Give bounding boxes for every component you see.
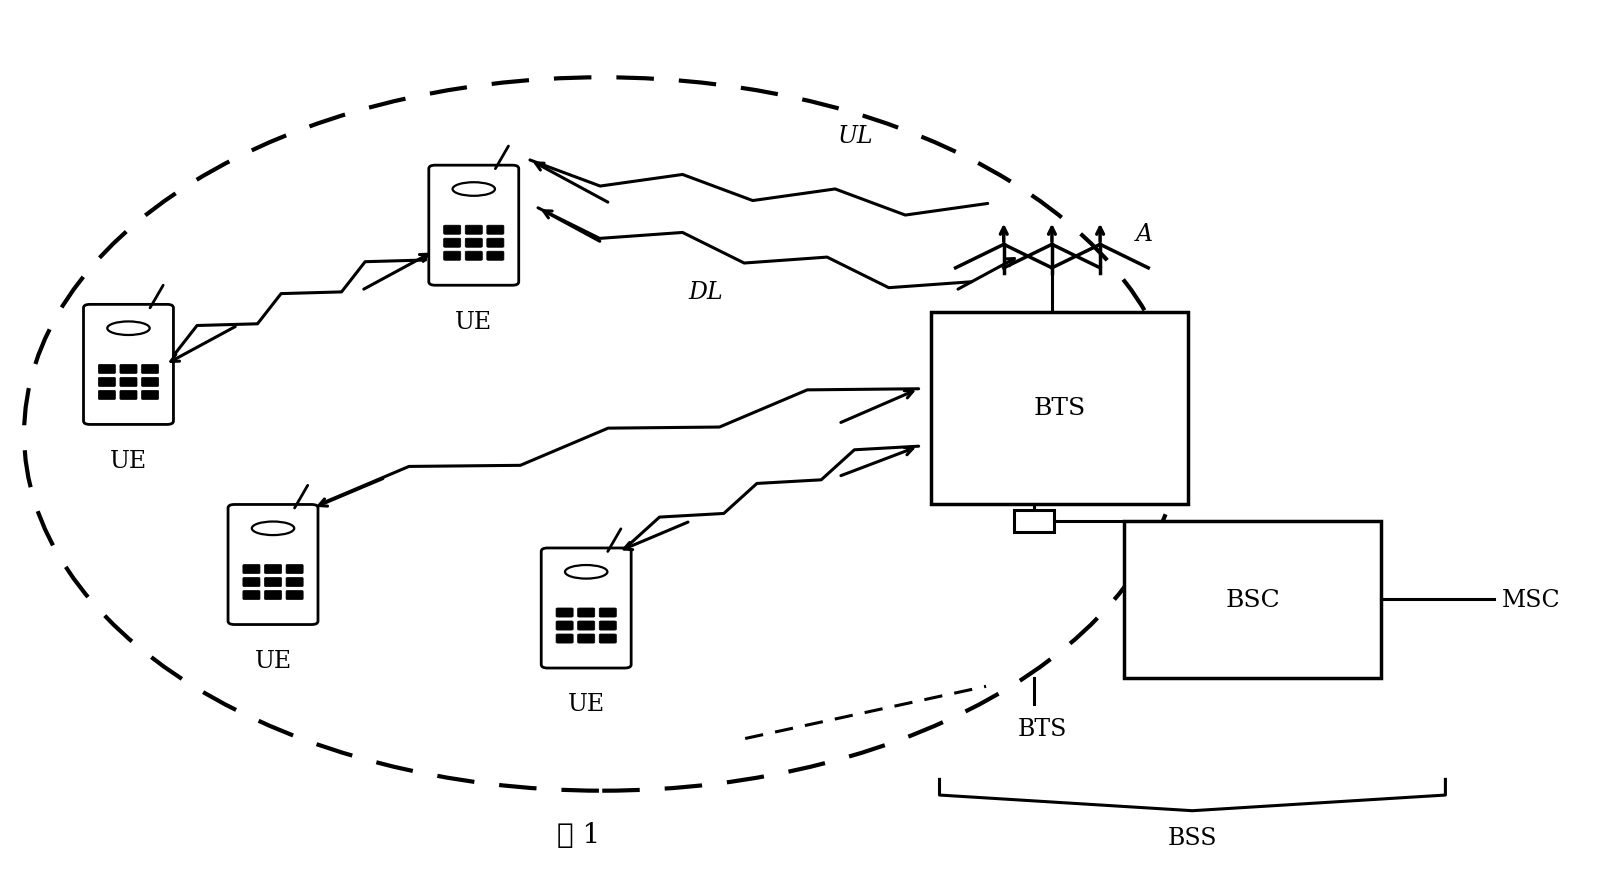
Text: UE: UE xyxy=(454,310,493,333)
Bar xyxy=(1124,521,1380,678)
Text: DL: DL xyxy=(687,280,722,303)
FancyBboxPatch shape xyxy=(599,621,616,630)
FancyBboxPatch shape xyxy=(465,252,482,261)
FancyBboxPatch shape xyxy=(265,591,281,600)
Text: BTS: BTS xyxy=(1018,717,1066,740)
FancyBboxPatch shape xyxy=(242,591,260,600)
FancyBboxPatch shape xyxy=(120,378,136,387)
FancyBboxPatch shape xyxy=(265,578,281,587)
FancyBboxPatch shape xyxy=(599,608,616,617)
FancyBboxPatch shape xyxy=(555,621,573,630)
Text: UE: UE xyxy=(254,649,292,672)
FancyBboxPatch shape xyxy=(286,578,303,587)
FancyBboxPatch shape xyxy=(555,634,573,643)
FancyBboxPatch shape xyxy=(486,226,504,235)
FancyBboxPatch shape xyxy=(578,621,594,630)
Bar xyxy=(931,313,1188,504)
FancyBboxPatch shape xyxy=(486,252,504,261)
Bar xyxy=(1014,510,1053,532)
FancyBboxPatch shape xyxy=(286,591,303,600)
FancyBboxPatch shape xyxy=(555,608,573,617)
FancyBboxPatch shape xyxy=(120,365,136,374)
FancyBboxPatch shape xyxy=(141,365,159,374)
FancyBboxPatch shape xyxy=(120,391,136,400)
FancyBboxPatch shape xyxy=(141,378,159,387)
FancyBboxPatch shape xyxy=(286,565,303,574)
Ellipse shape xyxy=(453,183,494,196)
FancyBboxPatch shape xyxy=(98,391,116,400)
FancyBboxPatch shape xyxy=(98,378,116,387)
Text: BSC: BSC xyxy=(1225,588,1279,611)
FancyBboxPatch shape xyxy=(443,252,461,261)
Text: BTS: BTS xyxy=(1034,397,1085,420)
FancyBboxPatch shape xyxy=(486,239,504,248)
FancyBboxPatch shape xyxy=(141,391,159,400)
Text: BSS: BSS xyxy=(1167,826,1217,849)
FancyBboxPatch shape xyxy=(541,548,631,668)
Text: 图 1: 图 1 xyxy=(557,820,599,848)
Text: UL: UL xyxy=(836,125,873,148)
Ellipse shape xyxy=(108,322,149,335)
FancyBboxPatch shape xyxy=(599,634,616,643)
Text: UE: UE xyxy=(567,693,605,715)
FancyBboxPatch shape xyxy=(98,365,116,374)
FancyBboxPatch shape xyxy=(265,565,281,574)
FancyBboxPatch shape xyxy=(242,578,260,587)
FancyBboxPatch shape xyxy=(465,239,482,248)
Text: UE: UE xyxy=(109,449,148,472)
Ellipse shape xyxy=(252,522,294,535)
FancyBboxPatch shape xyxy=(465,226,482,235)
FancyBboxPatch shape xyxy=(242,565,260,574)
Ellipse shape xyxy=(565,566,607,579)
FancyBboxPatch shape xyxy=(443,226,461,235)
FancyBboxPatch shape xyxy=(578,634,594,643)
Text: A: A xyxy=(1135,223,1152,246)
FancyBboxPatch shape xyxy=(429,166,518,286)
FancyBboxPatch shape xyxy=(83,305,173,425)
Text: MSC: MSC xyxy=(1501,588,1560,611)
FancyBboxPatch shape xyxy=(578,608,594,617)
FancyBboxPatch shape xyxy=(443,239,461,248)
FancyBboxPatch shape xyxy=(228,505,318,625)
